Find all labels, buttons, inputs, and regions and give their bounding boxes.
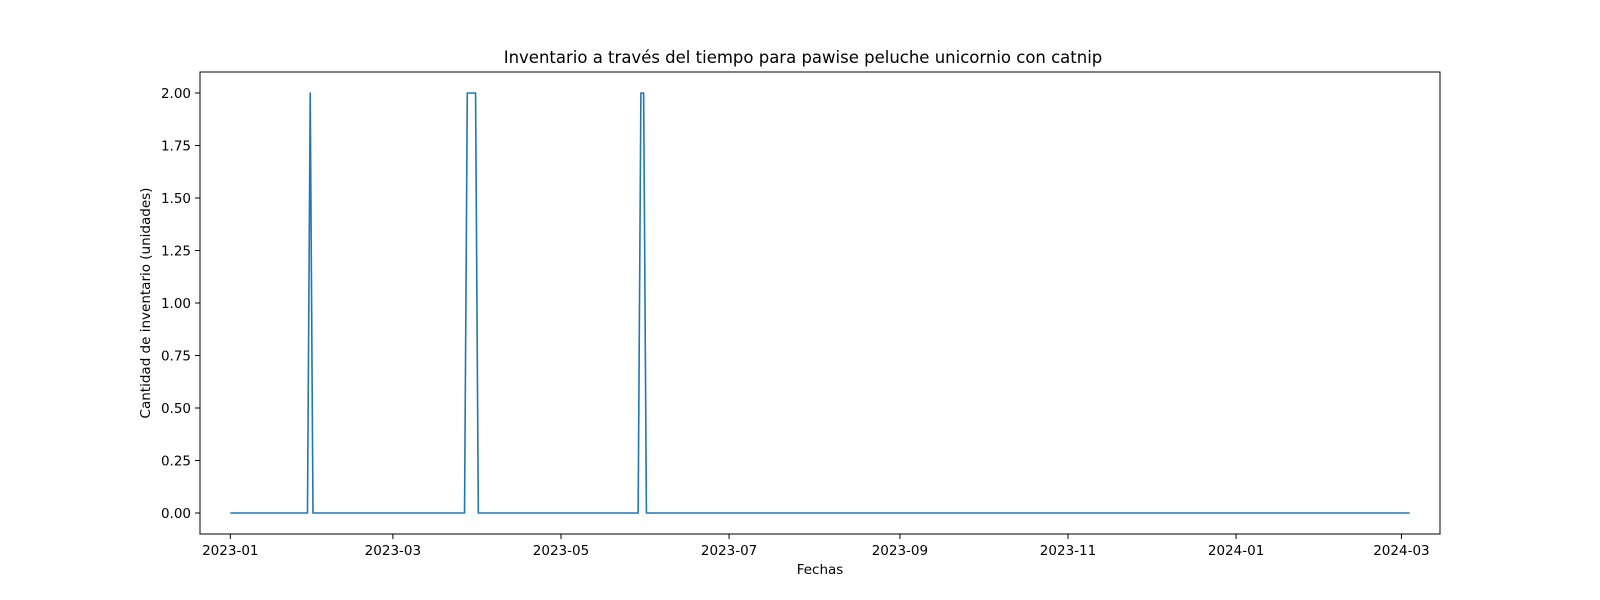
series-line-inventory	[230, 92, 1410, 514]
x-tick-label: 2023-03	[365, 543, 421, 559]
x-tick-label: 2023-01	[202, 543, 258, 559]
chart-title: Inventario a través del tiempo para pawi…	[504, 48, 1103, 67]
series-layer	[230, 92, 1410, 514]
x-tick-label: 2024-03	[1373, 543, 1429, 559]
x-tick-label: 2023-09	[872, 543, 928, 559]
y-tick-label: 2.00	[161, 86, 191, 102]
x-axis: 2023-01 2023-03 2023-05 2023-07 2023-09 2023-…	[202, 534, 1430, 559]
y-tick-label: 1.00	[161, 296, 191, 312]
x-axis-label: Fechas	[797, 562, 844, 578]
y-tick-label: 1.75	[161, 139, 191, 155]
y-axis-label: Cantidad de inventario (unidades)	[138, 188, 154, 419]
x-tick-label: 2024-01	[1208, 543, 1264, 559]
y-tick-label: 1.50	[161, 191, 191, 207]
y-tick-label: 0.25	[161, 454, 191, 470]
x-tick-label: 2023-11	[1040, 543, 1096, 559]
y-tick-label: 1.25	[161, 244, 191, 260]
x-tick-label: 2023-05	[533, 543, 589, 559]
y-tick-label: 0.00	[161, 506, 191, 522]
x-tick-label: 2023-07	[701, 543, 757, 559]
y-tick-label: 0.75	[161, 349, 191, 365]
y-axis: 0.00 0.25 0.50 0.75 1.00 1.25 1.50 1.75 2.00	[161, 86, 200, 522]
plot-frame	[199, 71, 1441, 535]
y-tick-label: 0.50	[161, 401, 191, 417]
